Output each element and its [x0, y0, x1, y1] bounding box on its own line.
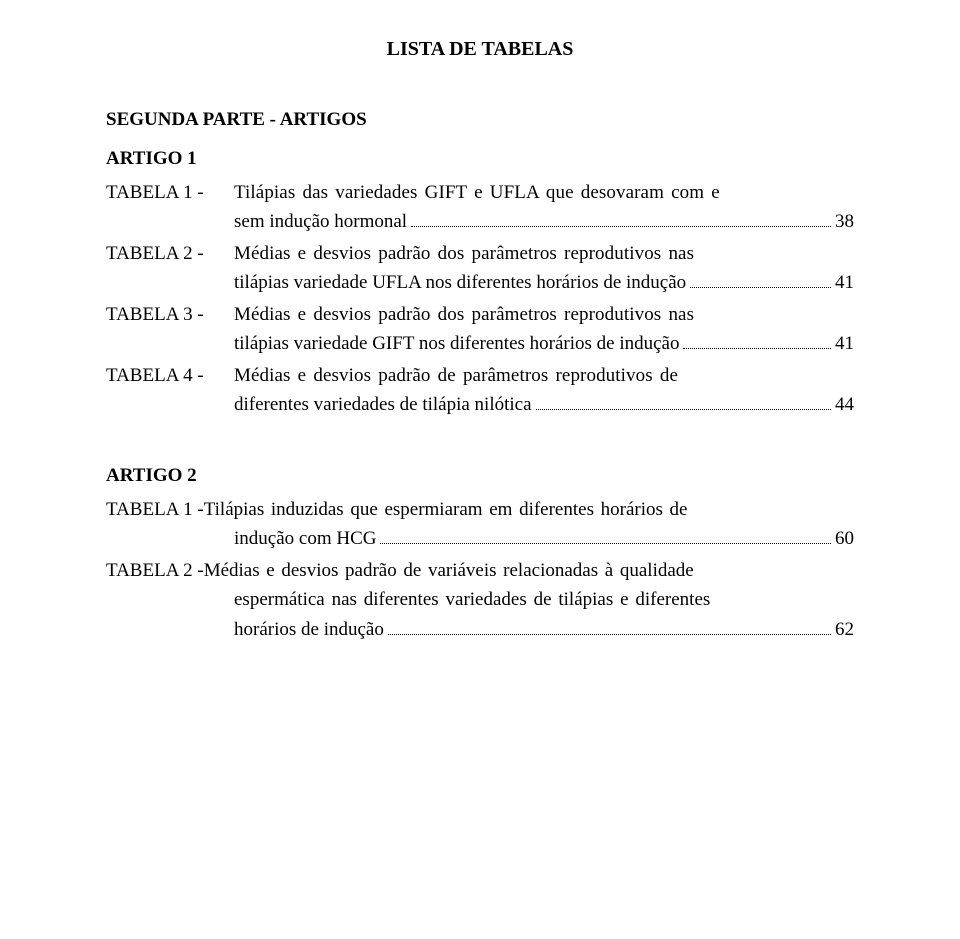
entry-text: Tilápias das variedades GIFT e UFLA que …: [234, 178, 854, 207]
entry-text: Médias e desvios padrão dos parâmetros r…: [234, 239, 854, 268]
entry-line: Tilápias das variedades GIFT e UFLA que …: [234, 178, 854, 207]
entry-line: Médias e desvios padrão de parâmetros re…: [234, 361, 854, 390]
entry-text: tilápias variedade UFLA nos diferentes h…: [234, 268, 686, 297]
entry-body: Médias e desvios padrão dos parâmetros r…: [234, 300, 854, 359]
entry-line: indução com HCG 60: [234, 524, 854, 553]
section-heading: SEGUNDA PARTE - ARTIGOS: [106, 105, 854, 134]
entry-text: indução com HCG: [234, 524, 376, 553]
entry-label: TABELA 2 -: [106, 556, 204, 585]
page-number: 41: [835, 329, 854, 358]
entry-line: TABELA 1 - Tilápias induzidas que esperm…: [106, 495, 854, 524]
page-number: 41: [835, 268, 854, 297]
toc-entry: TABELA 3 -Médias e desvios padrão dos pa…: [106, 300, 854, 359]
dot-leader: [388, 617, 831, 634]
toc-entry: TABELA 2 -Médias e desvios padrão dos pa…: [106, 239, 854, 298]
article-1-heading: ARTIGO 1: [106, 144, 854, 173]
entry-line: Médias e desvios padrão dos parâmetros r…: [234, 300, 854, 329]
entry-line: horários de indução 62: [234, 615, 854, 644]
dot-leader: [380, 527, 831, 544]
page-title: LISTA DE TABELAS: [106, 34, 854, 65]
toc-entry: TABELA 2 - Médias e desvios padrão de va…: [106, 556, 854, 644]
entry-text: espermática nas diferentes variedades de…: [234, 585, 710, 614]
page-number: 38: [835, 207, 854, 236]
entry-label: TABELA 1 -: [106, 495, 204, 524]
entry-line: diferentes variedades de tilápia nilótic…: [234, 390, 854, 419]
toc-entry: TABELA 1 - Tilápias induzidas que esperm…: [106, 495, 854, 554]
entry-label: TABELA 4 -: [106, 361, 234, 390]
entry-continuation: espermática nas diferentes variedades de…: [106, 585, 854, 644]
entry-body: Médias e desvios padrão dos parâmetros r…: [234, 239, 854, 298]
page-number: 62: [835, 615, 854, 644]
dot-leader: [411, 210, 831, 227]
entry-text: Tilápias induzidas que espermiaram em di…: [204, 495, 854, 524]
entry-continuation: indução com HCG 60: [106, 524, 854, 553]
toc-entry: TABELA 4 -Médias e desvios padrão de par…: [106, 361, 854, 420]
entry-line: tilápias variedade UFLA nos diferentes h…: [234, 268, 854, 297]
entry-label: TABELA 2 -: [106, 239, 234, 268]
page-number: 44: [835, 390, 854, 419]
dot-leader: [690, 271, 831, 288]
entry-text: sem indução hormonal: [234, 207, 407, 236]
entry-text: Médias e desvios padrão de parâmetros re…: [234, 361, 854, 390]
entry-body: Médias e desvios padrão de parâmetros re…: [234, 361, 854, 420]
dot-leader: [683, 332, 831, 349]
toc-entry: TABELA 1 -Tilápias das variedades GIFT e…: [106, 178, 854, 237]
entry-text: Médias e desvios padrão de variáveis rel…: [204, 556, 854, 585]
entry-text: horários de indução: [234, 615, 384, 644]
dot-leader: [536, 393, 831, 410]
spacer: [106, 421, 854, 455]
entry-body: Tilápias das variedades GIFT e UFLA que …: [234, 178, 854, 237]
entry-line: espermática nas diferentes variedades de…: [234, 585, 854, 614]
article-1-entries: TABELA 1 -Tilápias das variedades GIFT e…: [106, 178, 854, 420]
article-2-entries: TABELA 1 - Tilápias induzidas que esperm…: [106, 495, 854, 644]
entry-label: TABELA 3 -: [106, 300, 234, 329]
entry-line: TABELA 2 - Médias e desvios padrão de va…: [106, 556, 854, 585]
entry-line: sem indução hormonal 38: [234, 207, 854, 236]
entry-text: Médias e desvios padrão dos parâmetros r…: [234, 300, 854, 329]
entry-label: TABELA 1 -: [106, 178, 234, 207]
entry-line: Médias e desvios padrão dos parâmetros r…: [234, 239, 854, 268]
page-number: 60: [835, 524, 854, 553]
article-2-heading: ARTIGO 2: [106, 461, 854, 490]
entry-text: diferentes variedades de tilápia nilótic…: [234, 390, 532, 419]
entry-line: tilápias variedade GIFT nos diferentes h…: [234, 329, 854, 358]
entry-text: tilápias variedade GIFT nos diferentes h…: [234, 329, 679, 358]
